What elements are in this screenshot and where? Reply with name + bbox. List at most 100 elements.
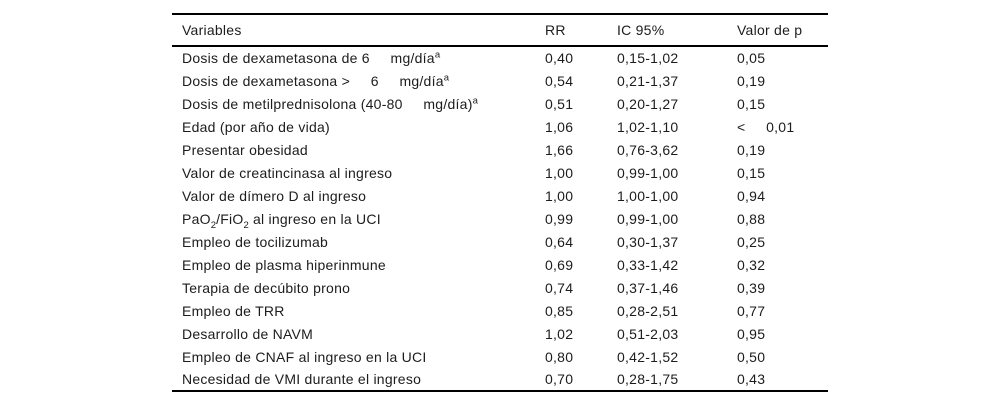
table-header-row: Variables RR IC 95% Valor de p [172,14,828,46]
variable-label: Empleo de plasma hiperinmune [182,256,386,273]
cell-ic: 0,42-1,52 [617,348,679,365]
table-row: Edad (por año de vida) 1,06 1,02-1,10 < 0,0… [172,115,828,138]
table-row: PaO2/FiO2 al ingreso en la UCI 0,99 0,99-1… [172,207,828,230]
variable-label: PaO [182,210,211,227]
column-header-p: Valor de p [737,22,803,38]
table-row: Dosis de dexametasona > 6 mg/díaa 0,54 0,2… [172,69,828,92]
variable-label: Empleo de tocilizumab [182,233,329,250]
cell-variable: Desarrollo de NAVM [172,322,545,345]
cell-variable: Dosis de dexametasona > 6 mg/díaa [172,69,545,92]
cell-p: 0,39 [737,279,766,296]
variable-label: al ingreso en la UCI [248,210,381,227]
cell-rr: 1,06 [545,118,574,135]
cell-ic: 0,99-1,00 [617,210,679,227]
table-row: Desarrollo de NAVM 1,02 0,51-2,03 0,95 [172,322,828,345]
cell-ic: 0,76-3,62 [617,141,679,158]
variable-label: Desarrollo de NAVM [182,325,314,342]
footnote-marker: a [443,71,450,83]
cell-ic: 0,28-1,75 [617,371,679,387]
cell-ic: 1,02-1,10 [617,118,679,135]
cell-rr: 0,69 [545,256,574,273]
variable-label: Edad (por año de vida) [182,118,330,135]
cell-variable: Valor de creatincinasa al ingreso [172,161,545,184]
cell-ic: 0,37-1,46 [617,279,679,296]
table-row: Necesidad de VMI durante el ingreso 0,70 0… [172,368,828,391]
column-header-rr: RR [545,22,566,38]
cell-p: 0,43 [737,371,766,387]
cell-p: 0,05 [737,50,766,66]
variable-label: Presentar obesidad [182,141,308,158]
cell-variable: Terapia de decúbito prono [172,276,545,299]
table-row: Empleo de TRR 0,85 0,28-2,51 0,77 [172,299,828,322]
cell-p: 0,77 [737,302,766,319]
cell-variable: Presentar obesidad [172,138,545,161]
table-row: Presentar obesidad 1,66 0,76-3,62 0,19 [172,138,828,161]
table-row: Terapia de decúbito prono 0,74 0,37-1,46 0,… [172,276,828,299]
cell-rr: 1,00 [545,187,574,204]
cell-rr: 1,66 [545,141,574,158]
cell-variable: Valor de dímero D al ingreso [172,184,545,207]
cell-ic: 0,15-1,02 [617,50,679,66]
cell-rr: 0,64 [545,233,574,250]
cell-variable: Necesidad de VMI durante el ingreso [172,368,545,391]
cell-rr: 0,99 [545,210,574,227]
cell-variable: Dosis de dexametasona de 6 mg/díaa [172,46,545,69]
cell-variable: Empleo de TRR [172,299,545,322]
table-row: Valor de creatincinasa al ingreso 1,00 0,9… [172,161,828,184]
table-row: Valor de dímero D al ingreso 1,00 1,00-1,0… [172,184,828,207]
variable-label: Valor de dímero D al ingreso [182,187,367,204]
variable-label: Dosis de metilprednisolona (40-80 mg/día… [182,95,473,112]
cell-rr: 1,02 [545,325,574,342]
cell-p: 0,95 [737,325,766,342]
variable-label: Valor de creatincinasa al ingreso [182,164,393,181]
cell-variable: Empleo de CNAF al ingreso en la UCI [172,345,545,368]
cell-ic: 0,21-1,37 [617,72,679,89]
cell-p: 0,25 [737,233,766,250]
cell-rr: 0,51 [545,95,574,112]
cell-p: 0,94 [737,187,766,204]
cell-variable: Empleo de tocilizumab [172,230,545,253]
cell-rr: 0,40 [545,50,574,66]
subscript-text: 2 [243,219,249,231]
cell-rr: 1,00 [545,164,574,181]
variable-label: Terapia de decúbito prono [182,279,351,296]
cell-rr: 0,54 [545,72,574,89]
variable-label: Empleo de TRR [182,302,285,319]
cell-rr: 0,85 [545,302,574,319]
table-row: Empleo de CNAF al ingreso en la UCI 0,80 0… [172,345,828,368]
variable-label: /FiO [216,210,244,227]
cell-ic: 0,20-1,27 [617,95,679,112]
cell-ic: 1,00-1,00 [617,187,679,204]
variable-label: Necesidad de VMI durante el ingreso [182,371,422,387]
cell-variable: Empleo de plasma hiperinmune [172,253,545,276]
variable-label: Empleo de CNAF al ingreso en la UCI [182,348,427,365]
subscript-text: 2 [210,219,217,231]
cell-p: < 0,01 [737,118,795,135]
cell-p: 0,15 [737,164,766,181]
cell-p: 0,19 [737,72,766,89]
table-row: Empleo de tocilizumab 0,64 0,30-1,37 0,25 [172,230,828,253]
cell-p: 0,32 [737,256,766,273]
cell-rr: 0,70 [545,371,574,387]
cell-p: 0,50 [737,348,766,365]
results-table: Variables RR IC 95% Valor de p Dosis de dex… [172,13,828,392]
cell-rr: 0,74 [545,279,574,296]
cell-ic: 0,28-2,51 [617,302,679,319]
footnote-marker: a [434,49,441,61]
table-row: Dosis de dexametasona de 6 mg/díaa 0,40 0,… [172,46,828,69]
cell-p: 0,19 [737,141,766,158]
column-header-ic: IC 95% [617,22,665,38]
table-row: Empleo de plasma hiperinmune 0,69 0,33-1,4… [172,253,828,276]
cell-p: 0,88 [737,210,766,227]
cell-p: 0,15 [737,95,766,112]
variable-label: Dosis de dexametasona de 6 mg/día [182,50,435,66]
variable-label: Dosis de dexametasona > 6 mg/día [182,72,444,89]
cell-ic: 0,51-2,03 [617,325,679,342]
footnote-marker: a [472,94,478,106]
cell-ic: 0,99-1,00 [617,164,679,181]
cell-variable: PaO2/FiO2 al ingreso en la UCI [172,207,545,230]
cell-ic: 0,33-1,42 [617,256,679,273]
column-header-variable: Variables [182,22,242,38]
cell-rr: 0,80 [545,348,574,365]
